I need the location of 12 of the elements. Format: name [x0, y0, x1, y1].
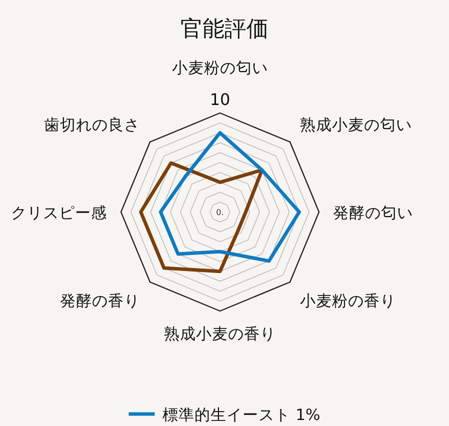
spoke-label: 小麦粉の匂い	[172, 59, 268, 77]
chart-title: 官能評価	[180, 17, 268, 42]
spoke-label: クリスピー感	[11, 204, 107, 222]
y-tick-label: 0.	[216, 208, 224, 217]
spoke-label: 発酵の匂い	[333, 204, 413, 222]
spoke-label: 歯切れの良さ	[44, 116, 140, 134]
spoke-label: 熟成小麦の香り	[164, 325, 276, 343]
legend-label: 標準的生イースト 1%	[162, 406, 320, 424]
spoke-label: 発酵の香り	[60, 292, 140, 310]
spoke-label: 熟成小麦の匂い	[300, 116, 412, 134]
spoke-label: 小麦粉の香り	[300, 292, 396, 310]
y-tick-label: 10	[210, 90, 230, 109]
